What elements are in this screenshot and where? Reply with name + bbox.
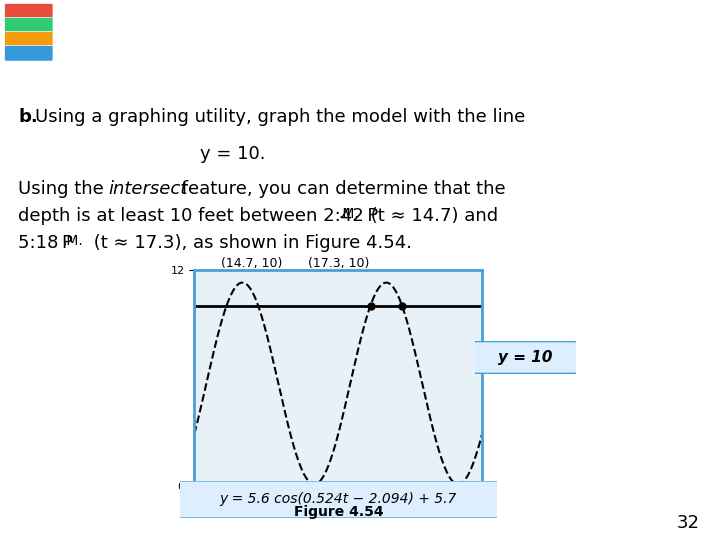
FancyBboxPatch shape: [4, 3, 53, 19]
FancyBboxPatch shape: [4, 31, 53, 47]
FancyBboxPatch shape: [167, 481, 510, 518]
Text: intersect: intersect: [108, 180, 187, 198]
Text: Solution: Solution: [256, 19, 399, 48]
Text: .M.: .M.: [62, 234, 83, 248]
FancyBboxPatch shape: [4, 17, 53, 33]
Text: 5:18 P: 5:18 P: [18, 234, 73, 252]
Text: (t ≈ 17.3), as shown in Figure 4.54.: (t ≈ 17.3), as shown in Figure 4.54.: [88, 234, 412, 252]
Text: (17.3, 10): (17.3, 10): [307, 257, 369, 271]
Text: y = 10.: y = 10.: [200, 145, 266, 163]
FancyBboxPatch shape: [4, 45, 53, 61]
FancyBboxPatch shape: [472, 341, 579, 374]
Text: Using a graphing utility, graph the model with the line: Using a graphing utility, graph the mode…: [35, 108, 526, 126]
Text: feature, you can determine that the: feature, you can determine that the: [176, 180, 505, 198]
Text: (14.7, 10): (14.7, 10): [221, 257, 283, 271]
Text: .M.: .M.: [338, 207, 359, 221]
Text: cont’d: cont’d: [654, 51, 698, 65]
Text: Figure 4.54: Figure 4.54: [294, 505, 383, 519]
Text: Example 8 –: Example 8 –: [58, 19, 271, 48]
Text: depth is at least 10 feet between 2:42 P: depth is at least 10 feet between 2:42 P: [18, 207, 378, 225]
Text: (t ≈ 14.7) and: (t ≈ 14.7) and: [365, 207, 498, 225]
Text: 32: 32: [677, 514, 700, 532]
Text: y = 10: y = 10: [498, 350, 553, 365]
Text: Using the: Using the: [18, 180, 109, 198]
Text: y = 5.6 cos(0.524t − 2.094) + 5.7: y = 5.6 cos(0.524t − 2.094) + 5.7: [220, 492, 457, 507]
Text: y = 10: y = 10: [500, 350, 551, 365]
Text: b.: b.: [18, 108, 37, 126]
